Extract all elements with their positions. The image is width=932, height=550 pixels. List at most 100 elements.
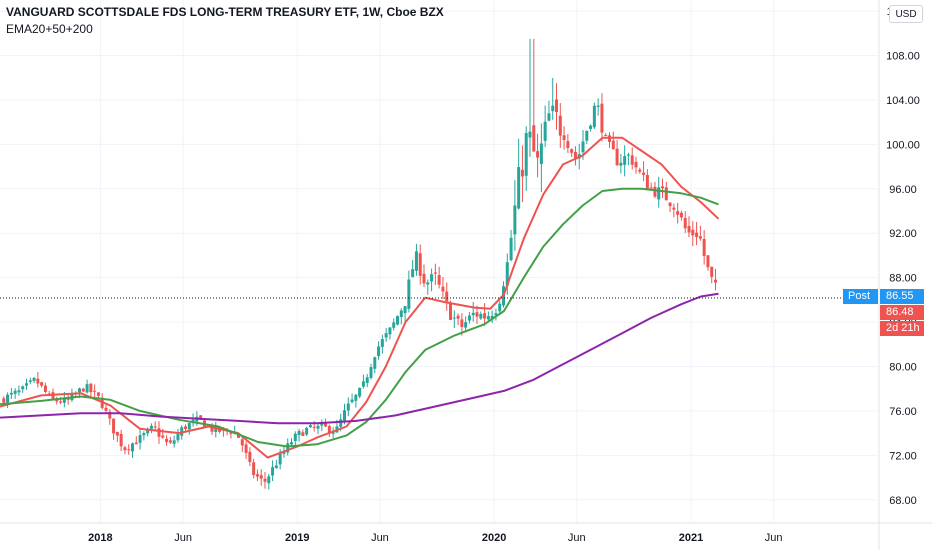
candle [384,328,388,342]
candle-body [566,141,570,148]
candle-body [388,327,392,335]
candle [668,202,672,213]
candle-body [17,390,21,393]
candle-body [369,367,373,378]
candle-body [396,316,400,325]
candle-body [301,432,305,436]
candle [543,105,547,148]
candle-body [642,172,646,175]
candle-body [505,262,509,286]
candle-body [536,151,540,158]
price-axis[interactable]: 68.0072.0076.0080.0084.0088.0092.0096.00… [886,6,920,507]
candle [115,431,119,442]
candle-body [81,388,85,392]
candle-body [403,306,407,314]
candle-body [271,467,275,476]
candle-body [441,286,445,292]
candle-body [267,476,271,484]
candle [430,268,434,292]
candle [414,243,418,276]
candle-body [32,377,36,381]
candle [509,229,513,262]
candle-body [596,105,600,107]
candle [40,381,44,388]
time-tick-label: 2021 [679,532,703,544]
candle-body [104,407,108,411]
ema200-line [0,292,719,425]
candle [676,202,680,224]
candle [498,300,502,315]
candle-body [191,419,195,422]
candle-body [467,315,471,321]
candle [358,387,362,399]
candle-body [108,411,112,419]
candle [81,387,85,393]
candle-body [43,385,47,392]
candle [679,210,683,221]
candle-body [517,167,521,209]
candle-body [543,121,547,141]
candle [710,266,714,284]
candle-body [168,440,172,443]
candle-body [327,426,331,433]
candle-body [119,433,123,447]
candle-body [25,383,29,386]
candle-body [604,135,608,137]
candle [93,384,97,398]
candle [89,382,93,399]
time-axis[interactable]: 2018 Jun 2019 Jun 2020 Jun 2021 Jun [88,532,782,544]
candle-body [638,169,642,172]
candle-body [199,415,203,420]
candle-body [672,207,676,210]
candle [483,303,487,326]
currency-button[interactable]: USD [889,5,923,23]
candle [214,421,218,438]
candle-body [297,431,301,436]
candle-body [127,449,131,451]
candle-body [524,133,528,176]
price-tick-label: 100.00 [886,139,920,151]
candle-body [649,187,653,189]
candle-body [509,237,513,261]
candle [638,167,642,174]
candle [672,203,676,218]
candle [187,422,191,435]
candle-body [339,419,343,427]
candle-body [570,149,574,153]
candle-body [460,319,464,327]
candle [127,444,131,455]
candle [17,385,21,396]
candle-body [551,105,555,112]
candle-body [479,313,483,319]
time-tick-label: 2019 [285,532,309,544]
candle [441,276,445,300]
candle-body [657,187,661,200]
candle [626,152,630,166]
candle-body [558,115,562,136]
candle [327,424,331,437]
candle [479,311,483,320]
candle [418,244,422,285]
candle [301,429,305,437]
candle-body [361,381,365,387]
candle [308,423,312,429]
candle-body [36,378,40,384]
candle-body [384,333,388,338]
price-tick-label: 108.00 [886,51,920,63]
candle-body [513,205,517,235]
indicator-legend[interactable]: EMA20+50+200 [6,22,93,36]
candle [411,259,415,278]
candle [134,436,138,445]
candle-body [471,312,475,316]
candle-body [539,143,543,165]
candle-body [229,432,233,434]
candle-body [324,422,328,427]
candle [630,147,634,170]
price-tick-label: 96.00 [889,184,917,196]
candle-body [237,433,241,438]
candle-body [486,316,490,320]
candle [433,263,437,285]
candle [248,447,252,466]
candle [589,124,593,132]
